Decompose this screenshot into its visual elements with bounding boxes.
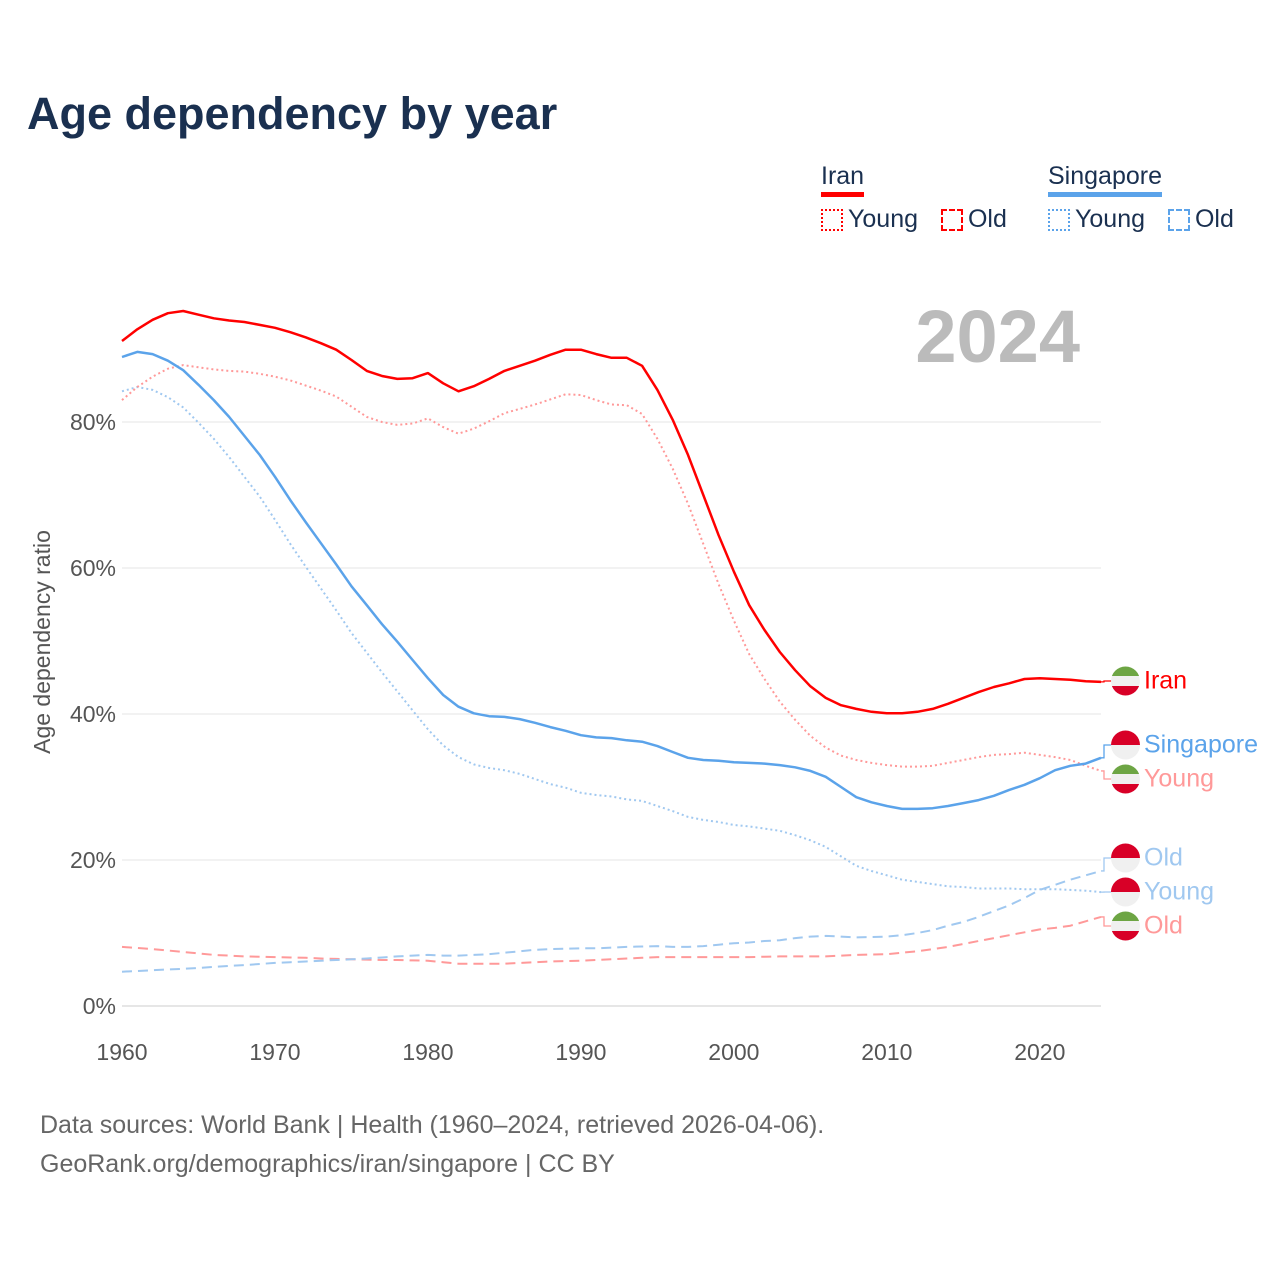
end-label-iran-young: Young	[1144, 764, 1214, 793]
series-line-singapore-young	[121, 386, 1102, 894]
x-tick-label: 1960	[96, 1039, 147, 1065]
x-tick-label: 1970	[249, 1039, 300, 1065]
x-tick-label: 2000	[708, 1039, 759, 1065]
legend-label: Old	[1194, 205, 1234, 233]
series-line-singapore-old	[121, 870, 1102, 973]
end-label-iran-old: Old	[1144, 911, 1183, 940]
legend-iran-young[interactable]: Young	[821, 205, 918, 234]
singapore-flag-icon	[1111, 730, 1140, 760]
singapore-flag-icon	[1111, 843, 1140, 873]
leader-line	[1101, 744, 1112, 759]
source-link[interactable]: GeoRank.org/demographics/iran/singapore …	[40, 1150, 615, 1178]
iran-flag-icon	[1111, 911, 1140, 941]
leader-line	[1101, 770, 1112, 780]
end-label-singapore: Singapore	[1144, 730, 1258, 759]
y-tick-label: 40%	[70, 701, 116, 727]
x-tick-label: 2020	[1014, 1039, 1065, 1065]
dotted-swatch-icon	[821, 208, 843, 231]
legend-label: Young	[1075, 205, 1145, 233]
y-tick-label: 20%	[70, 847, 116, 873]
legend-group-singapore: Singapore Young Old	[1048, 162, 1250, 238]
data-sources-text: Data sources: World Bank | Health (1960–…	[40, 1111, 825, 1139]
dashed-swatch-icon	[940, 208, 963, 231]
y-tick-label: 80%	[70, 409, 116, 435]
iran-flag-icon	[1111, 666, 1140, 696]
legend-group-iran: Iran Young Old	[821, 162, 1023, 238]
y-tick-label: 60%	[70, 555, 116, 581]
y-tick-label: 0%	[83, 993, 116, 1019]
legend-iran-label: Iran	[821, 162, 865, 197]
series-line-singapore-total	[121, 350, 1102, 811]
series-line-iran-old	[121, 915, 1102, 965]
end-label-iran: Iran	[1144, 666, 1188, 695]
legend-label: Old	[967, 205, 1007, 233]
series-line-iran-total	[121, 309, 1102, 715]
leader-line	[1101, 916, 1112, 927]
dashed-swatch-icon	[1167, 208, 1190, 231]
singapore-flag-icon	[1111, 877, 1140, 907]
year-display: 2024	[915, 295, 1080, 378]
end-label-singapore-old: Old	[1144, 843, 1183, 872]
chart-title: Age dependency by year	[27, 88, 558, 139]
footer: Data sources: World Bank | Health (1960–…	[40, 1106, 824, 1184]
iran-flag-icon	[1111, 764, 1140, 794]
legend-iran-old[interactable]: Old	[940, 205, 1007, 234]
legend-singapore-young[interactable]: Young	[1048, 205, 1145, 234]
leader-line	[1101, 857, 1112, 872]
legend-singapore-label: Singapore	[1048, 162, 1162, 197]
y-axis-label: Age dependency ratio	[29, 530, 55, 754]
dotted-swatch-icon	[1048, 208, 1070, 231]
x-tick-label: 2010	[861, 1039, 912, 1065]
end-label-singapore-young: Young	[1144, 877, 1214, 906]
legend-singapore-old[interactable]: Old	[1167, 205, 1234, 234]
x-tick-label: 1980	[402, 1039, 453, 1065]
legend-label: Young	[848, 205, 918, 233]
x-tick-label: 1990	[555, 1039, 606, 1065]
leader-line	[1101, 680, 1112, 683]
